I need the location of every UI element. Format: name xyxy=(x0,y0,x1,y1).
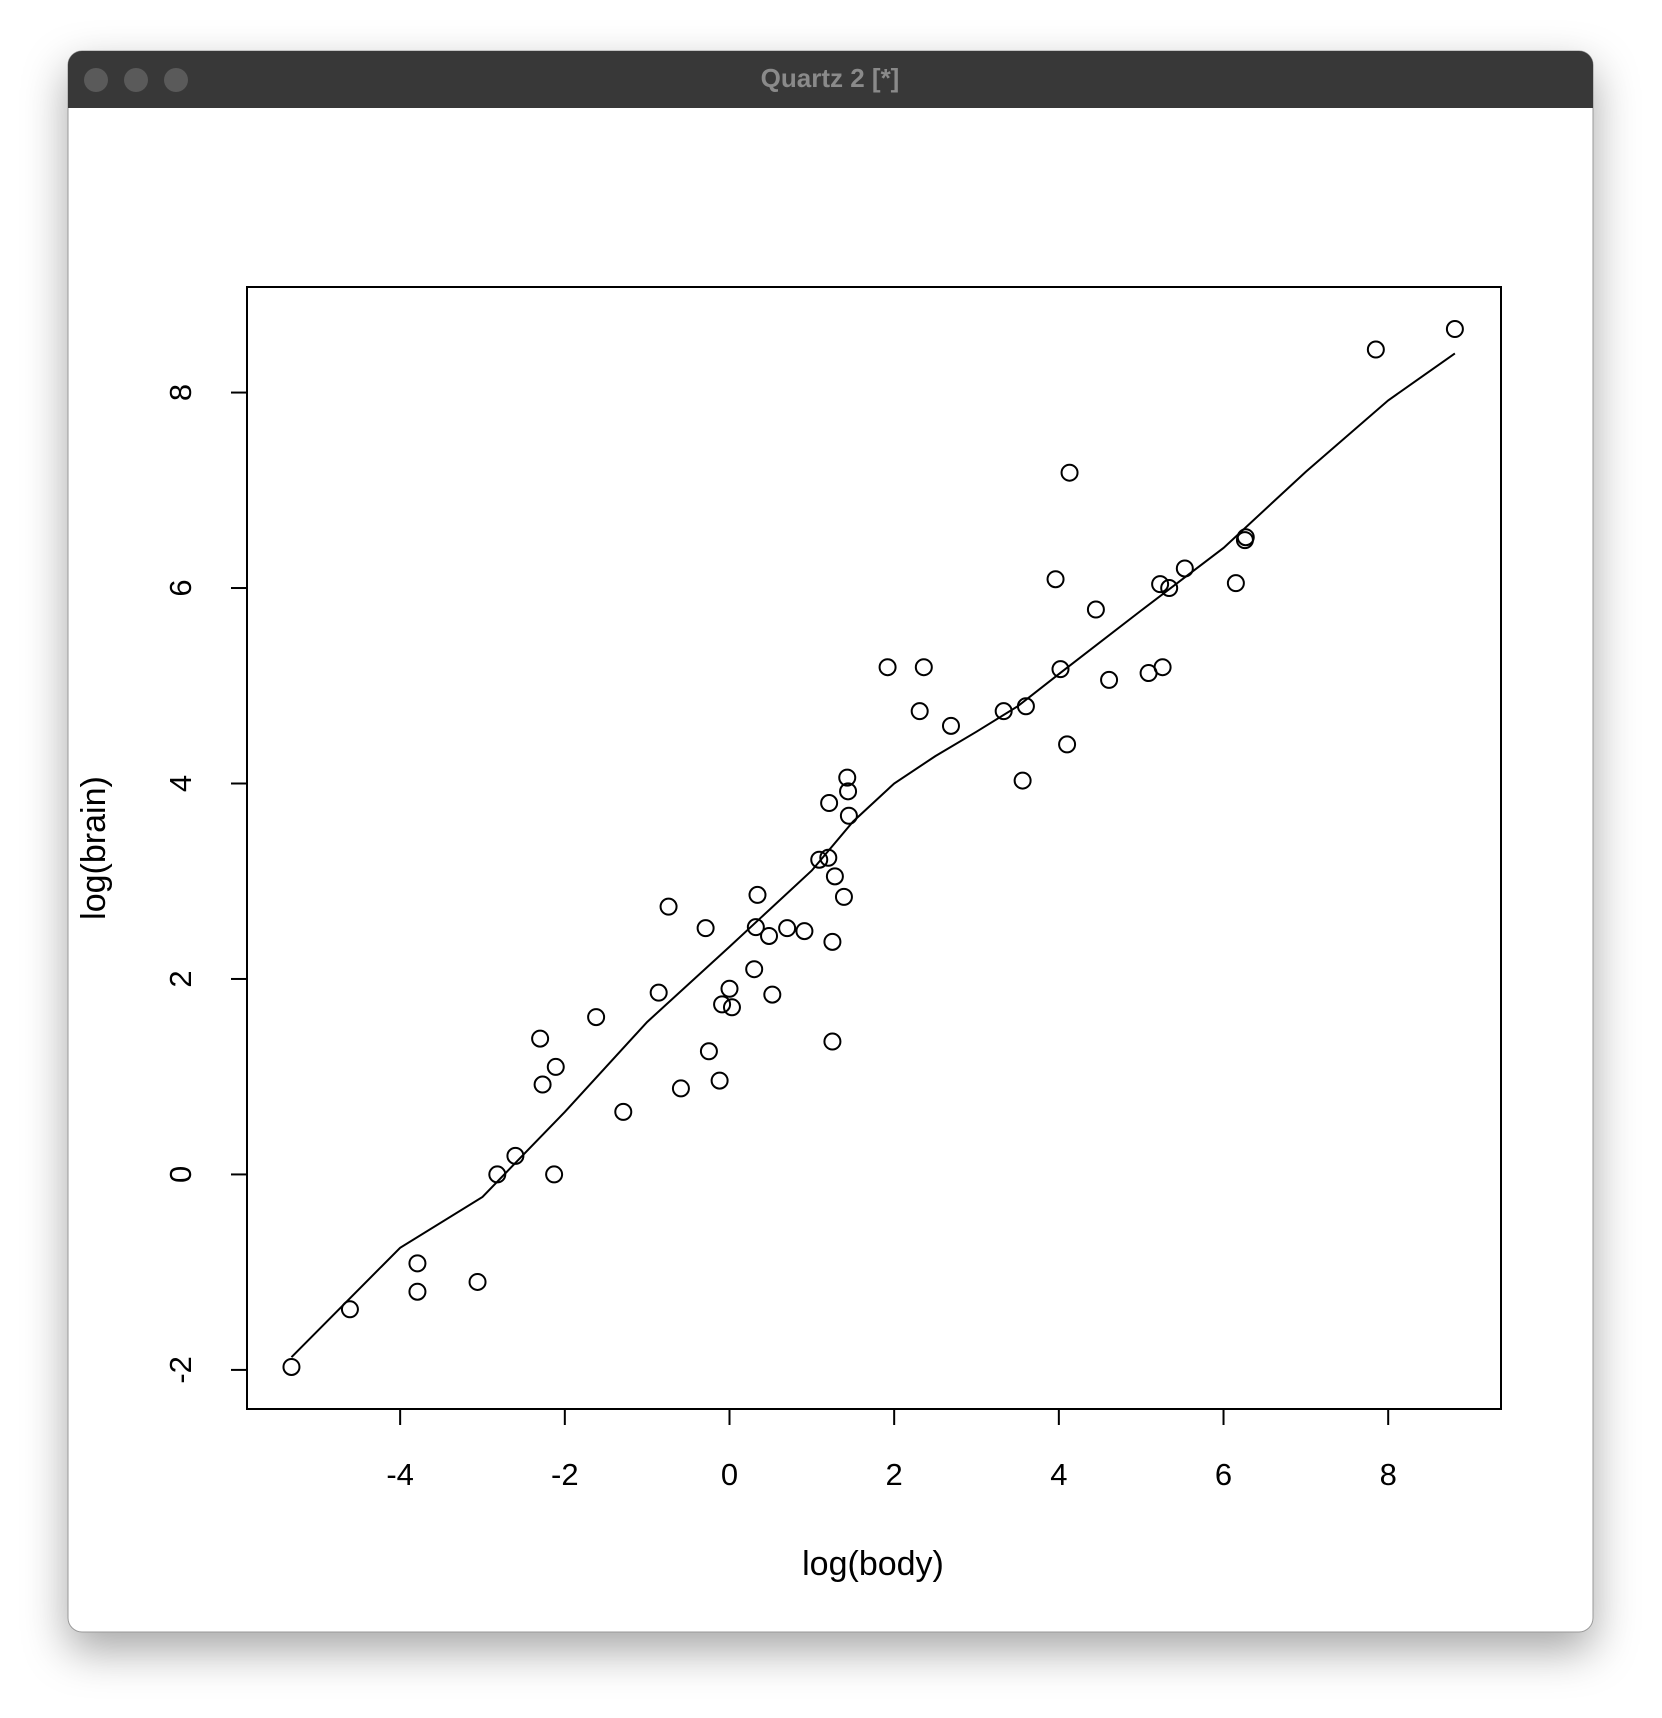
point xyxy=(282,1357,301,1376)
y-tick-label: 0 xyxy=(163,1166,198,1183)
point xyxy=(1060,463,1079,482)
point xyxy=(819,848,838,867)
x-tick-label: 6 xyxy=(1215,1457,1232,1492)
point xyxy=(710,1071,729,1090)
point xyxy=(810,850,829,869)
point xyxy=(659,897,678,916)
x-tick-label: 4 xyxy=(1050,1457,1067,1492)
point xyxy=(506,1146,525,1165)
point xyxy=(649,983,668,1002)
point xyxy=(1445,320,1464,339)
point xyxy=(839,782,858,801)
close-button[interactable] xyxy=(84,68,108,92)
point xyxy=(671,1079,690,1098)
point xyxy=(1016,697,1035,716)
point xyxy=(910,702,929,721)
point xyxy=(1058,735,1077,754)
x-tick-label: -4 xyxy=(386,1457,414,1492)
x-tick-label: 8 xyxy=(1380,1457,1397,1492)
point xyxy=(838,768,857,787)
y-tick-label: 6 xyxy=(163,579,198,596)
point xyxy=(1013,771,1032,790)
minimize-button[interactable] xyxy=(124,68,148,92)
zoom-button[interactable] xyxy=(164,68,188,92)
point xyxy=(823,932,842,951)
point xyxy=(820,794,839,813)
point xyxy=(1100,670,1119,689)
point xyxy=(531,1029,550,1048)
point xyxy=(994,702,1013,721)
point xyxy=(1160,579,1179,598)
point xyxy=(746,918,765,937)
point xyxy=(825,867,844,886)
point xyxy=(545,1165,564,1184)
point xyxy=(587,1008,606,1027)
x-tick-label: 0 xyxy=(721,1457,738,1492)
point xyxy=(839,806,858,825)
point xyxy=(340,1300,359,1319)
x-tick-label: 2 xyxy=(886,1457,903,1492)
point xyxy=(1086,600,1105,619)
point xyxy=(941,716,960,735)
point xyxy=(1226,574,1245,593)
point xyxy=(1151,575,1170,594)
point xyxy=(914,658,933,677)
point xyxy=(533,1075,552,1094)
point xyxy=(722,998,741,1017)
point xyxy=(546,1057,565,1076)
point xyxy=(878,658,897,677)
window-title: Quartz 2 [*] xyxy=(761,63,900,93)
point xyxy=(795,922,814,941)
y-tick-label: 2 xyxy=(163,970,198,987)
point xyxy=(408,1282,427,1301)
point xyxy=(699,1042,718,1061)
point xyxy=(468,1272,487,1291)
title-bar xyxy=(68,51,1593,108)
point xyxy=(488,1165,507,1184)
y-tick-label: 8 xyxy=(163,384,198,401)
point xyxy=(760,926,779,945)
point xyxy=(1046,570,1065,589)
y-tick-label: -2 xyxy=(163,1356,198,1384)
point xyxy=(834,887,853,906)
y-tick-label: 4 xyxy=(163,775,198,792)
x-tick-label: -2 xyxy=(551,1457,579,1492)
window-frame xyxy=(67,50,1594,1633)
point xyxy=(713,995,732,1014)
point xyxy=(763,985,782,1004)
point xyxy=(778,919,797,938)
point xyxy=(1366,340,1385,359)
y-axis-label: log(brain) xyxy=(75,776,113,920)
point xyxy=(1236,528,1255,547)
point xyxy=(1051,660,1070,679)
point xyxy=(1175,559,1194,578)
point xyxy=(1153,658,1172,677)
point xyxy=(408,1254,427,1273)
x-axis-label: log(body) xyxy=(802,1545,944,1583)
point xyxy=(614,1102,633,1121)
point xyxy=(696,919,715,938)
point xyxy=(823,1032,842,1051)
point xyxy=(745,960,764,979)
point xyxy=(720,979,739,998)
point xyxy=(748,885,767,904)
